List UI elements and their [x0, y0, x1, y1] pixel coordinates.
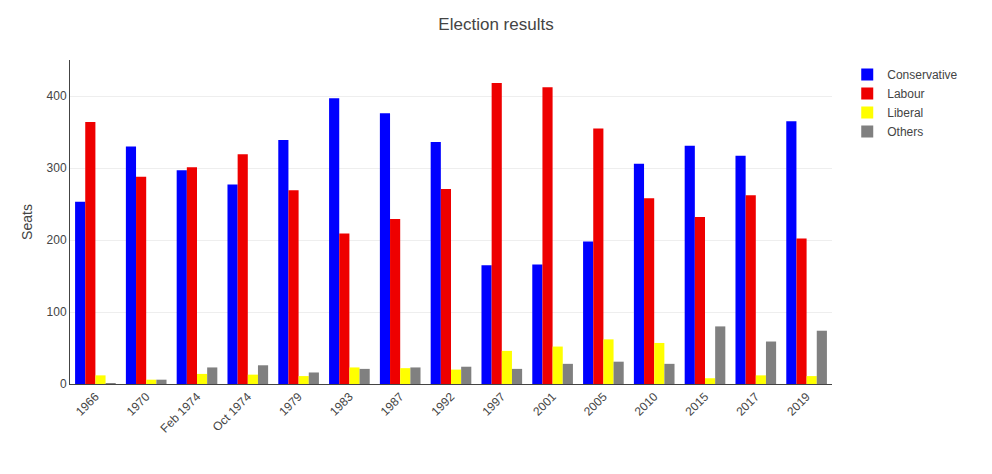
svg-text:Oct 1974: Oct 1974: [210, 390, 255, 435]
svg-text:2017: 2017: [733, 390, 762, 419]
svg-text:0: 0: [60, 377, 67, 391]
svg-text:Conservative: Conservative: [887, 68, 957, 82]
svg-text:2019: 2019: [784, 390, 813, 419]
svg-text:Others: Others: [887, 125, 923, 139]
svg-text:1983: 1983: [327, 390, 356, 419]
svg-text:200: 200: [47, 233, 67, 247]
svg-text:1992: 1992: [429, 390, 458, 419]
svg-text:1987: 1987: [378, 390, 407, 419]
svg-text:1997: 1997: [479, 390, 508, 419]
svg-text:Labour: Labour: [887, 87, 924, 101]
svg-text:1966: 1966: [73, 390, 102, 419]
svg-text:Liberal: Liberal: [887, 106, 923, 120]
svg-text:1979: 1979: [276, 390, 305, 419]
svg-text:2010: 2010: [632, 390, 661, 419]
svg-text:2001: 2001: [530, 390, 559, 419]
svg-text:100: 100: [47, 305, 67, 319]
svg-text:2005: 2005: [581, 390, 610, 419]
svg-text:Feb 1974: Feb 1974: [158, 390, 204, 436]
svg-text:1970: 1970: [124, 390, 153, 419]
svg-text:400: 400: [47, 89, 67, 103]
svg-text:Election results: Election results: [438, 15, 553, 34]
svg-text:2015: 2015: [683, 390, 712, 419]
svg-text:300: 300: [47, 161, 67, 175]
svg-text:Seats: Seats: [19, 204, 35, 240]
